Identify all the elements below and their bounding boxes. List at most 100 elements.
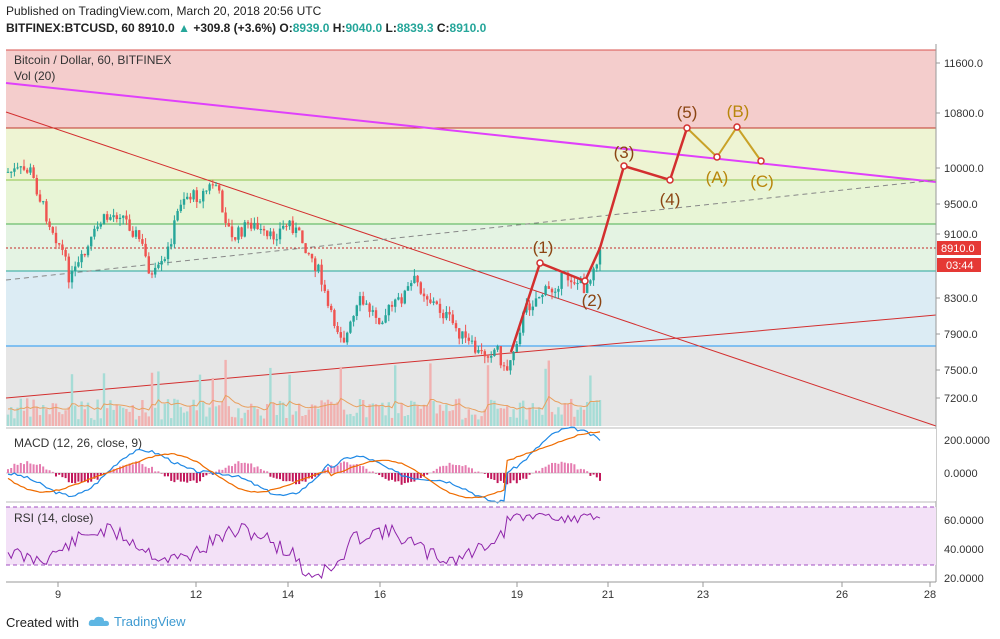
- candle-body: [115, 215, 118, 220]
- macd-histogram-bar: [250, 463, 253, 473]
- macd-histogram-bar: [416, 473, 419, 480]
- wave-point[interactable]: [757, 157, 765, 165]
- volume-bar: [163, 403, 166, 426]
- volume-bar: [390, 417, 394, 426]
- macd-histogram-bar: [349, 464, 352, 473]
- macd-histogram-bar: [39, 464, 41, 473]
- volume-bar: [566, 403, 570, 426]
- macd-histogram-bar: [295, 473, 297, 485]
- fib-bands: [6, 50, 936, 426]
- candle-body: [458, 328, 461, 339]
- candle-body: [406, 286, 410, 291]
- macd-histogram-bar: [522, 473, 525, 479]
- volume-bar: [467, 409, 470, 426]
- indicator-axis: 200.0000 0.0000 60.0000 40.0000 20.0000: [944, 435, 990, 585]
- macd-histogram-bar: [199, 473, 201, 482]
- tradingview-logo[interactable]: TradingView: [88, 614, 186, 629]
- macd-histogram-bar: [387, 473, 390, 481]
- wave-point[interactable]: [620, 162, 628, 170]
- wave-point[interactable]: [536, 259, 544, 267]
- volume-bar: [157, 371, 160, 426]
- volume-bar: [371, 403, 374, 426]
- candle-body: [227, 223, 230, 227]
- candle-body: [131, 230, 134, 237]
- volume-bar: [272, 403, 275, 426]
- macd-histogram-bar: [557, 463, 560, 473]
- volume-bar: [45, 409, 48, 426]
- candle-body: [134, 230, 138, 237]
- volume-bar: [112, 409, 115, 426]
- wave-point[interactable]: [713, 153, 721, 161]
- volume-bar: [250, 403, 253, 426]
- low-label: L:: [385, 21, 397, 35]
- candle-body: [573, 282, 576, 284]
- candle-body: [144, 243, 147, 257]
- volume-bar: [374, 404, 378, 426]
- volume-bar: [32, 399, 35, 426]
- high-value: 9040.0: [345, 21, 383, 35]
- macd-histogram-bar: [215, 471, 217, 473]
- macd-histogram-bar: [253, 467, 256, 473]
- macd-histogram-bar: [192, 473, 195, 481]
- volume-ma-line: [7, 394, 601, 413]
- price-tick-label: 8300.0: [944, 293, 978, 305]
- candle-body: [522, 312, 525, 333]
- volume-bar: [320, 400, 323, 426]
- macd-histogram-bar: [285, 473, 288, 482]
- macd-histogram-bar: [499, 473, 502, 481]
- wave-point[interactable]: [683, 124, 691, 132]
- candle-body: [566, 273, 570, 281]
- macd-histogram-bar: [355, 464, 358, 473]
- volume-bar: [22, 410, 26, 426]
- wave-point[interactable]: [733, 123, 741, 131]
- candle-body: [310, 253, 314, 259]
- macd-histogram-bar: [573, 464, 576, 473]
- volume-bar: [106, 408, 109, 426]
- chart-canvas[interactable]: (1)(2)(3)(4)(5)(A)(B)(C) 11600.010800.01…: [0, 0, 1000, 610]
- price-tick-label: 11600.0: [944, 58, 983, 70]
- candle-body: [445, 311, 448, 319]
- volume-bar: [330, 401, 333, 426]
- volume-bar: [454, 399, 458, 426]
- volume-bar: [35, 406, 38, 426]
- volume-bar: [211, 377, 214, 426]
- volume-bar: [16, 407, 19, 426]
- candle-body: [595, 264, 598, 269]
- wave-point[interactable]: [666, 176, 674, 184]
- candle-body: [208, 184, 211, 191]
- volume-bar: [538, 407, 541, 426]
- macd-histogram-bar: [368, 471, 371, 473]
- macd-histogram-bar: [455, 465, 457, 473]
- wave-point[interactable]: [581, 277, 589, 285]
- volume-bar: [115, 404, 118, 426]
- volume-bar: [301, 415, 304, 426]
- candle-body: [483, 351, 486, 357]
- macd-histogram-bar: [288, 473, 291, 482]
- candle-body: [230, 226, 234, 238]
- candle-body: [86, 246, 90, 256]
- candle-body: [106, 214, 109, 220]
- candle-body: [570, 280, 573, 283]
- macd-histogram-bar: [13, 463, 16, 473]
- volume-bar: [182, 412, 186, 426]
- macd-histogram-bar: [371, 471, 374, 473]
- candle-body: [118, 217, 122, 220]
- candle-body: [438, 303, 442, 313]
- macd-histogram-bar: [432, 470, 435, 473]
- candle-body: [582, 279, 586, 293]
- volume-bar: [61, 414, 64, 426]
- macd-histogram-bar: [378, 473, 381, 476]
- volume-bar: [48, 414, 51, 426]
- volume-bar: [342, 409, 346, 426]
- macd-histogram-bar: [560, 461, 563, 473]
- open-label: O:: [279, 21, 293, 35]
- candle-body: [109, 217, 112, 220]
- candle-body: [454, 323, 458, 329]
- volume-bar: [147, 416, 150, 426]
- macd-histogram-bar: [167, 473, 169, 477]
- macd-histogram-bar: [74, 473, 77, 484]
- time-tick-label: 26: [836, 589, 848, 601]
- volume-bar: [67, 407, 70, 426]
- volume-bar: [304, 415, 307, 426]
- volume-bar: [486, 365, 490, 426]
